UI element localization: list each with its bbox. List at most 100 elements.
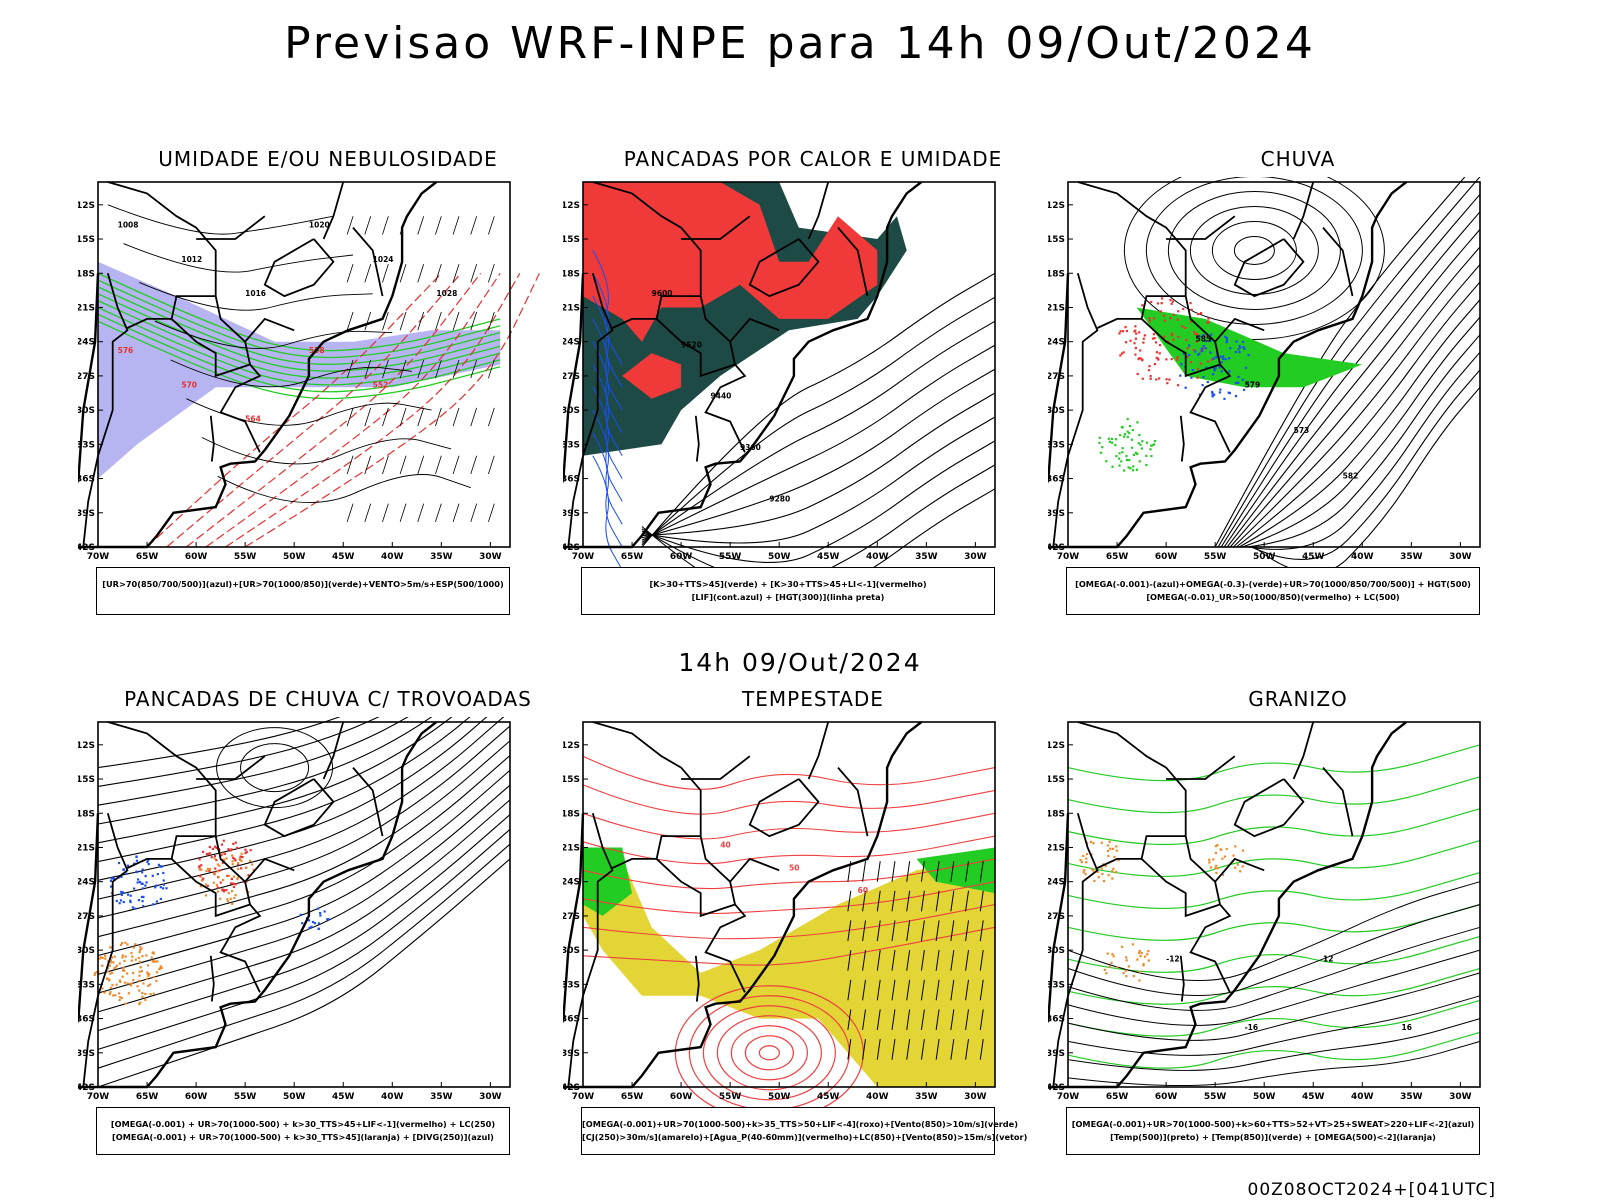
height-contour [641, 440, 996, 563]
country-border [322, 181, 345, 240]
lat-label: 30S [78, 406, 95, 416]
map-background [1068, 722, 1480, 1087]
hail-orange-dot [1107, 874, 1110, 877]
rain-green-dot [1152, 443, 1156, 446]
panel-title: UMIDADE E/OU NEBULOSIDADE [158, 147, 498, 171]
storm-orange-dot [248, 859, 252, 863]
storm-orange-dot [106, 970, 109, 973]
storm-blue-dot [122, 868, 125, 871]
panel-humidity: UMIDADE E/OU NEBULOSIDADE 1008 1012 1016 10… [78, 147, 578, 647]
thickness-contour [244, 273, 540, 548]
contour-label: 9440 [711, 392, 732, 401]
wind-vector [876, 890, 881, 912]
storm-blue-dot [156, 872, 159, 876]
storm-red-dot [234, 883, 237, 886]
wind-vector [950, 920, 955, 942]
wind-vector [399, 407, 407, 427]
storm-blue-dot [317, 922, 321, 925]
lat-label: 42S [563, 543, 580, 553]
storm-orange-dot [231, 863, 234, 866]
rain-red-dot [1120, 352, 1124, 355]
storm-red-dot [215, 859, 218, 862]
wind-vector [965, 861, 970, 882]
storm-orange-dot [131, 972, 135, 975]
rain-blue-dot [1191, 369, 1194, 372]
rain-green-dot [1121, 451, 1124, 454]
storm-orange-dot [120, 941, 124, 945]
wind-vector [965, 979, 970, 1001]
wind-vector [862, 1039, 867, 1060]
map-frame [97, 721, 511, 1088]
pressure-contour [123, 243, 354, 273]
storm-blue-dot [146, 860, 149, 864]
rain-red-dot [1186, 347, 1189, 350]
rain-red-dot [1202, 347, 1205, 350]
pressure-contour [688, 995, 850, 1107]
lon-label: 45W [817, 552, 840, 562]
humidity-green-contour [97, 286, 501, 365]
lif-contour [592, 273, 623, 388]
lat-label: 21S [563, 303, 580, 313]
storm-orange-dot [138, 974, 141, 977]
storm-red-dot [208, 852, 211, 855]
storm-orange-dot [153, 960, 156, 963]
country-border [1179, 955, 1185, 1002]
hail-orange-dot [1111, 877, 1114, 880]
lat-label: 42S [78, 1083, 95, 1093]
rain-red-dot [1149, 377, 1152, 380]
country-border [196, 215, 266, 240]
storm-orange-dot [213, 857, 216, 860]
lon-label: 70W [572, 1092, 595, 1102]
rain-red-dot [1155, 378, 1158, 381]
contour-label: 50 [789, 863, 799, 872]
storm-blue-dot [155, 884, 158, 887]
lat-label: 39S [1048, 1049, 1065, 1059]
lon-label: 35W [430, 552, 453, 562]
storm-red-dot [245, 850, 248, 853]
storm-orange-dot [115, 964, 118, 967]
rain-blue-dot [1238, 344, 1241, 348]
storm-blue-dot [120, 893, 123, 896]
storm-red-dot [198, 858, 201, 861]
lon-label: 35W [1400, 552, 1423, 562]
storm-red-dot [240, 867, 243, 870]
storm-blue-dot [141, 882, 144, 885]
rain-green-dot [1153, 439, 1157, 443]
rain-red-dot [1166, 382, 1169, 385]
pressure-contour [201, 437, 452, 465]
hail-orange-dot [1125, 956, 1128, 959]
humidity-band [98, 261, 501, 479]
lon-label: 50W [1253, 1092, 1276, 1102]
wind-vector [417, 407, 425, 427]
lat-label: 15S [563, 775, 580, 785]
humidity-green-contour [97, 279, 501, 359]
rain-blue-dot [1180, 363, 1183, 366]
rain-red-dot [1207, 320, 1210, 323]
rain-green-dot [1134, 451, 1138, 454]
storm-orange-dot [127, 992, 130, 995]
rain-blue-dot [1228, 370, 1231, 373]
height-contour [641, 464, 996, 567]
wind-vector [935, 1009, 940, 1031]
thickness-contour [225, 273, 521, 548]
rain-blue-dot [1210, 333, 1213, 336]
legend-line: [OMEGA(-0.001) + UR>70(1000-500) + k>30_… [110, 1119, 496, 1129]
streamline [1229, 246, 1481, 548]
storm-orange-dot [150, 956, 153, 959]
rain-green-dot [1118, 452, 1121, 455]
panel-heat-showers: PANCADAS POR CALOR E UMIDADE 9600 9520 944… [563, 147, 1063, 647]
hail-orange-dot [1138, 949, 1141, 953]
wind-vector [891, 861, 896, 882]
hail-orange-dot [1107, 854, 1110, 857]
streamline [1248, 351, 1481, 550]
wind-vector [399, 359, 407, 379]
storm-orange-dot [152, 952, 155, 955]
storm-orange-dot [155, 979, 158, 983]
hail-orange-dot [1125, 959, 1128, 962]
rain-blue-dot [1213, 367, 1216, 370]
rain-red-dot [1172, 313, 1175, 316]
hail-orange-dot [1106, 952, 1109, 955]
wind-vector [382, 455, 389, 475]
temp850-contour [1067, 872, 1481, 909]
rain-blue-dot [1220, 370, 1223, 373]
